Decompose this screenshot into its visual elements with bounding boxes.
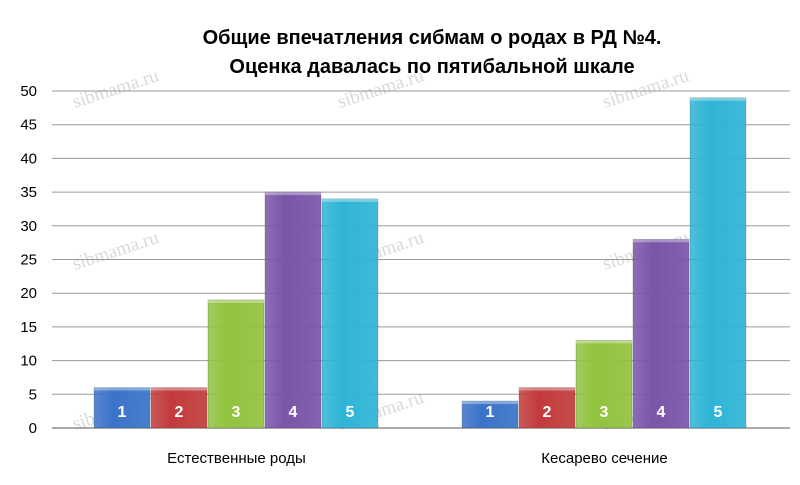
y-tick-label: 10 (20, 353, 37, 370)
bar (264, 191, 322, 429)
bar (689, 97, 747, 429)
watermark-text: sibmama.ru (70, 227, 162, 275)
y-tick-label: 40 (20, 150, 37, 167)
bar-top-highlight (151, 387, 207, 391)
y-tick-label: 35 (20, 184, 37, 201)
bar-series-label: 4 (289, 404, 298, 421)
bar-top-highlight (690, 97, 746, 101)
bar (321, 198, 379, 429)
bar-top-highlight (94, 387, 150, 391)
chart-title-line-1: Общие впечатления сибмам о родах в РД №4… (203, 27, 662, 49)
bar-top-highlight (208, 299, 264, 303)
y-tick-label: 15 (20, 319, 37, 336)
bar-series-label: 3 (232, 404, 241, 421)
bar-series-label: 1 (118, 404, 127, 421)
x-axis-category-labels: Естественные роды Кесарево сечение (167, 450, 668, 467)
bar (632, 238, 690, 429)
bar-series-label: 2 (543, 404, 552, 421)
bar-top-highlight (322, 198, 378, 202)
x-category-label: Кесарево сечение (541, 450, 667, 467)
bar (575, 339, 633, 429)
bar (207, 299, 265, 429)
bar-top-highlight (519, 387, 575, 391)
bar (461, 400, 519, 429)
y-tick-label: 30 (20, 218, 37, 235)
y-tick-label: 0 (29, 420, 37, 437)
bar-top-highlight (462, 401, 518, 405)
bar-series-label: 5 (714, 404, 723, 421)
y-tick-label: 45 (20, 117, 37, 134)
bar-top-highlight (576, 340, 632, 344)
bar-series-label: 2 (175, 404, 184, 421)
x-category-label: Естественные роды (167, 450, 306, 467)
bar (518, 387, 576, 429)
bar-top-highlight (633, 239, 689, 243)
bar-top-highlight (265, 192, 321, 196)
chart-title-line-2: Оценка давалась по пятибальной шкале (229, 56, 634, 78)
bar (150, 387, 208, 429)
bar-series-label: 3 (600, 404, 609, 421)
y-tick-label: 25 (20, 252, 37, 269)
y-tick-label: 50 (20, 83, 37, 100)
watermark-text: sibmama.ru (70, 65, 162, 113)
bar-series-label: 1 (486, 404, 495, 421)
bar (93, 387, 151, 429)
y-tick-label: 20 (20, 285, 37, 302)
bar-series-label: 5 (346, 404, 355, 421)
bars: 1 2 3 4 5 1 2 3 4 5 (93, 97, 747, 429)
y-tick-label: 5 (29, 386, 37, 403)
bar-series-label: 4 (657, 404, 666, 421)
y-axis-tick-labels: 0 5 10 15 20 25 30 35 40 45 50 (20, 83, 37, 437)
